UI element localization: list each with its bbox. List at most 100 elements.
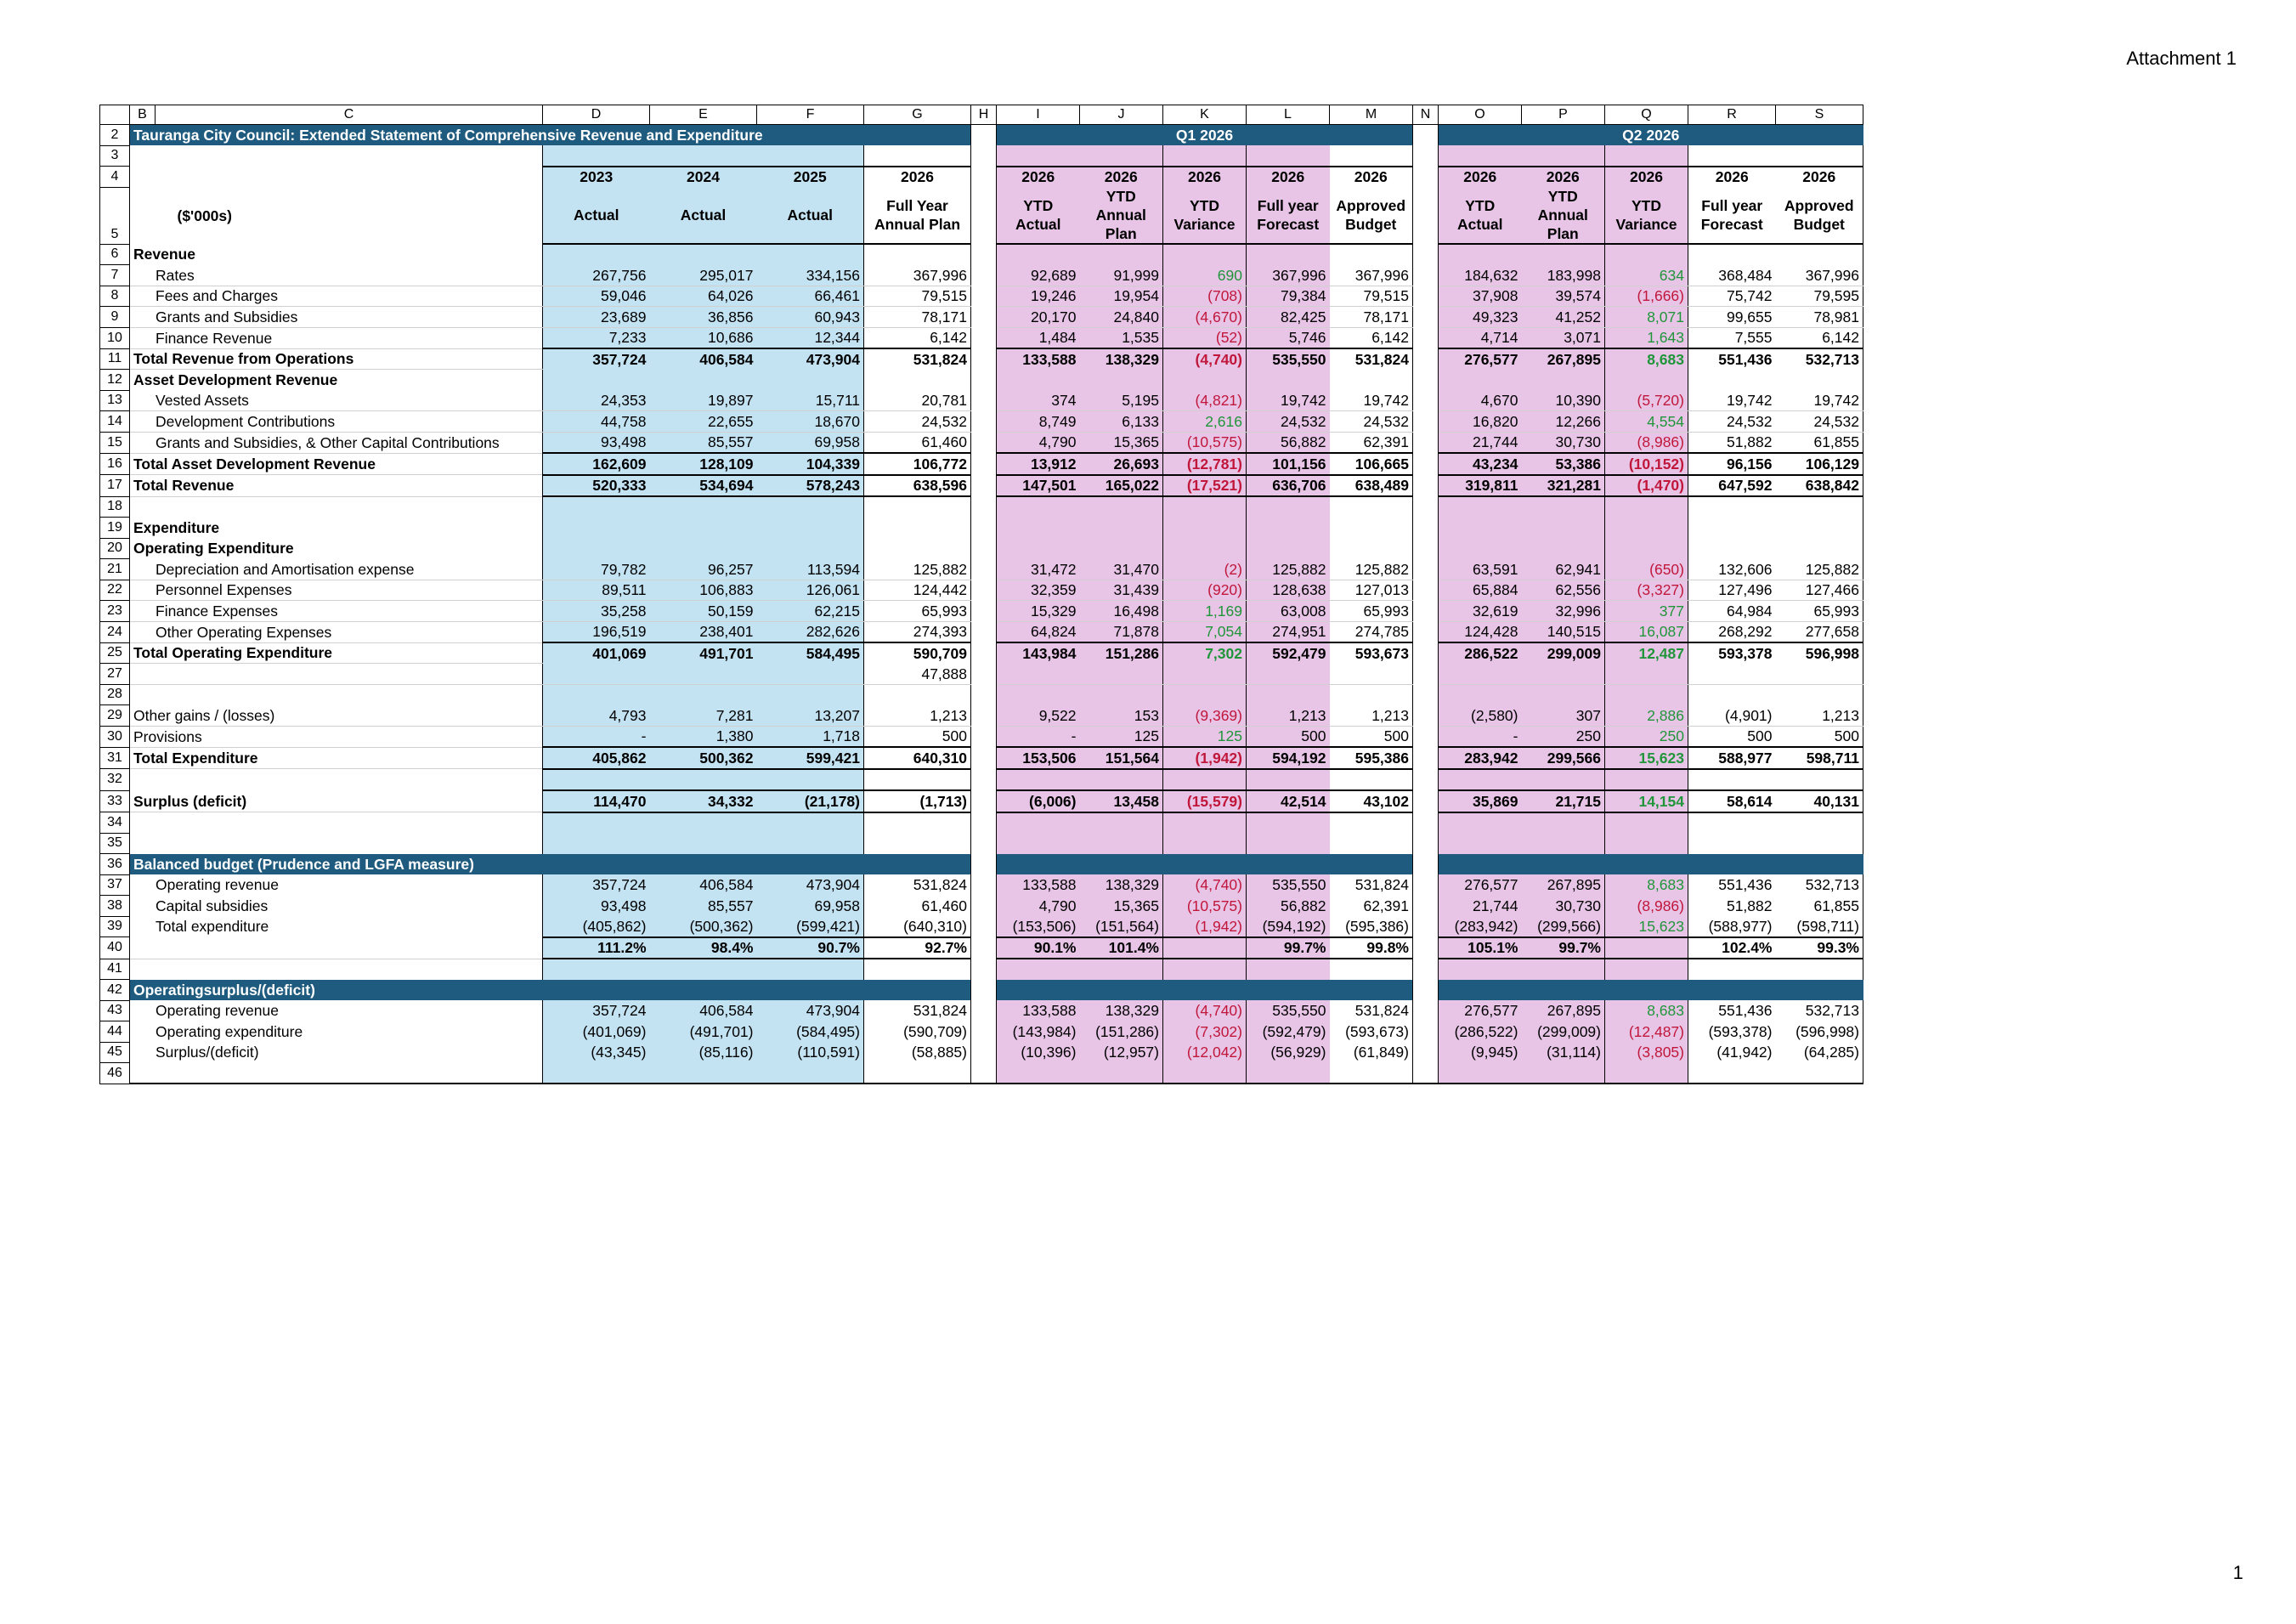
data-cell <box>1775 145 1863 167</box>
row-label: Personnel Expenses <box>129 580 543 601</box>
column-letter[interactable]: G <box>863 105 971 125</box>
spacer-cell <box>1412 145 1439 167</box>
table-row: 12 Asset Development Revenue <box>99 369 1863 391</box>
value-cell: 35,258 <box>542 600 650 622</box>
column-header: YTD Actual <box>996 187 1080 245</box>
value-cell: 79,595 <box>1775 286 1863 307</box>
value-cell <box>542 369 650 390</box>
value-cell: 15,623 <box>1604 916 1688 937</box>
value-cell: (401,069) <box>542 1021 650 1042</box>
spacer-cell <box>970 936 997 959</box>
value-cell <box>1329 812 1413 833</box>
value-cell: 299,566 <box>1521 746 1605 770</box>
column-letter[interactable]: Q <box>1604 105 1688 125</box>
value-cell <box>996 684 1080 705</box>
value-cell: 78,981 <box>1775 306 1863 328</box>
value-cell: 535,550 <box>1246 1000 1330 1021</box>
value-cell <box>756 833 864 854</box>
value-cell: 47,888 <box>863 663 971 685</box>
value-cell: 12,344 <box>756 327 864 349</box>
spacer-cell <box>970 369 997 390</box>
value-cell <box>1246 768 1330 790</box>
row-number: 44 <box>99 1021 130 1043</box>
value-cell: 532,713 <box>1775 874 1863 896</box>
value-cell: (592,479) <box>1246 1021 1330 1042</box>
value-cell: 473,904 <box>756 874 864 896</box>
column-letter[interactable]: P <box>1521 105 1605 125</box>
value-cell: (7,302) <box>1162 1021 1247 1042</box>
column-letter[interactable]: K <box>1162 105 1247 125</box>
value-cell: (4,901) <box>1688 704 1776 727</box>
value-cell <box>1329 244 1413 265</box>
value-cell <box>1521 496 1605 518</box>
value-cell: 21,715 <box>1521 789 1605 813</box>
spacer-cell <box>1412 538 1439 559</box>
value-cell: 102.4% <box>1688 936 1776 959</box>
spacer-cell <box>1412 580 1439 601</box>
column-header: YTD Variance <box>1162 187 1247 245</box>
value-cell: 1,380 <box>649 726 757 748</box>
value-cell: 1,535 <box>1079 327 1163 349</box>
value-cell: 60,943 <box>756 306 864 328</box>
row-label: Other gains / (losses) <box>129 704 543 727</box>
value-cell <box>1246 684 1330 705</box>
value-cell: 6,133 <box>1079 410 1163 433</box>
value-cell: (596,998) <box>1775 1021 1863 1042</box>
column-letter[interactable]: R <box>1688 105 1776 125</box>
table-row: 23 Finance Expenses 35,258 50,159 62,215 65,9… <box>99 600 1863 622</box>
column-letter[interactable]: C <box>155 105 543 125</box>
value-cell: 334,156 <box>756 264 864 286</box>
value-cell: (4,670) <box>1162 306 1247 328</box>
column-letter[interactable]: N <box>1412 105 1439 125</box>
column-letter[interactable]: F <box>756 105 864 125</box>
column-letter[interactable]: M <box>1329 105 1413 125</box>
label-cell <box>130 167 543 188</box>
value-cell: 7,555 <box>1688 327 1776 349</box>
row-label: Surplus (deficit) <box>129 790 543 812</box>
q1-banner-fill <box>996 979 1413 1000</box>
row-label: Total expenditure <box>156 918 269 936</box>
value-cell <box>1162 663 1247 685</box>
value-cell: 101.4% <box>1079 936 1163 959</box>
column-letter[interactable]: L <box>1246 105 1330 125</box>
column-letter[interactable]: D <box>542 105 650 125</box>
value-cell: 531,824 <box>1329 874 1413 896</box>
value-cell: (151,564) <box>1079 916 1163 937</box>
value-cell: 91,999 <box>1079 264 1163 286</box>
value-cell <box>1775 812 1863 833</box>
year-header: 2024 <box>649 165 757 187</box>
value-cell <box>756 684 864 705</box>
column-letter[interactable]: E <box>649 105 757 125</box>
column-header: Approved Budget <box>1775 187 1863 245</box>
value-cell <box>1079 959 1163 980</box>
value-cell: 106,883 <box>649 580 757 601</box>
value-cell <box>1162 517 1247 538</box>
value-cell <box>1521 663 1605 685</box>
value-cell <box>1329 538 1413 559</box>
column-letter[interactable]: S <box>1775 105 1863 125</box>
value-cell: 62,215 <box>756 600 864 622</box>
column-letter[interactable]: I <box>996 105 1080 125</box>
value-cell: 63,591 <box>1438 558 1522 580</box>
value-cell: 78,171 <box>1329 306 1413 328</box>
column-letter[interactable]: H <box>970 105 997 125</box>
value-cell <box>863 1062 971 1084</box>
value-cell: 277,658 <box>1775 621 1863 643</box>
value-cell: 531,824 <box>1329 348 1413 370</box>
value-cell: 638,842 <box>1775 473 1863 497</box>
value-cell <box>649 684 757 705</box>
value-cell <box>756 1062 864 1084</box>
value-cell <box>1329 663 1413 685</box>
value-cell <box>1329 1062 1413 1084</box>
value-cell <box>1688 684 1776 705</box>
value-cell: 30,730 <box>1521 432 1605 454</box>
value-cell: 551,436 <box>1718 876 1773 894</box>
column-letter[interactable]: B <box>129 105 156 125</box>
column-letter[interactable]: J <box>1079 105 1163 125</box>
column-letter[interactable]: O <box>1438 105 1522 125</box>
value-cell: 61,855 <box>1775 432 1863 454</box>
value-cell <box>1604 812 1688 833</box>
row-label: Finance Expenses <box>129 600 543 622</box>
spacer-cell <box>970 327 997 348</box>
data-cell <box>542 145 650 167</box>
